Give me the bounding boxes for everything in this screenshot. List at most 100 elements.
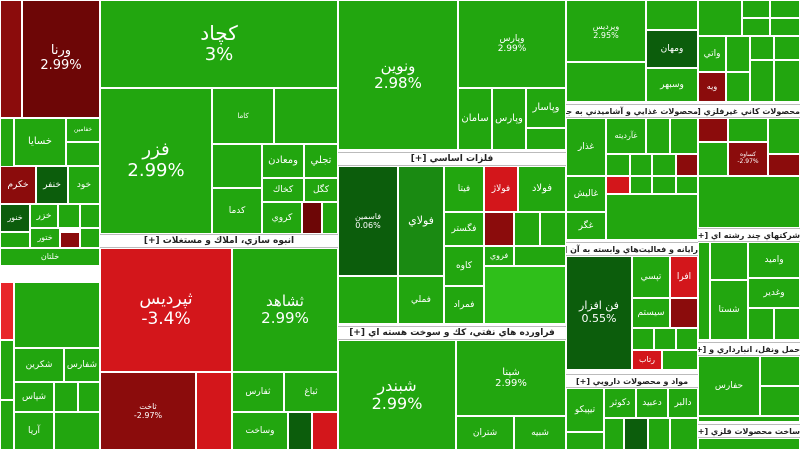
stock-tile-ghalish[interactable]: غاليش bbox=[566, 176, 606, 212]
stock-tile-vapares[interactable]: وپارس bbox=[492, 88, 526, 150]
stock-tile[interactable] bbox=[312, 412, 338, 450]
stock-tile-khaltan[interactable]: خلتان bbox=[0, 248, 100, 266]
stock-tile[interactable] bbox=[484, 212, 514, 246]
stock-tile-tapsi[interactable]: تپسي bbox=[632, 256, 670, 298]
stock-tile[interactable] bbox=[770, 18, 800, 36]
stock-tile-fanafzar[interactable]: فن افزار 0.55% bbox=[566, 256, 632, 370]
stock-tile[interactable] bbox=[670, 418, 698, 450]
stock-tile[interactable] bbox=[54, 412, 100, 450]
stock-tile-vanovin[interactable]: ونوين 2.98% bbox=[338, 0, 458, 150]
stock-tile[interactable] bbox=[606, 194, 698, 240]
stock-tile-vbpasar[interactable]: وپاسار bbox=[526, 88, 566, 128]
stock-tile[interactable] bbox=[514, 246, 566, 266]
stock-tile[interactable] bbox=[646, 0, 698, 30]
stock-tile[interactable] bbox=[670, 298, 698, 328]
stock-tile-afra[interactable]: افرا bbox=[670, 256, 698, 298]
stock-tile[interactable] bbox=[768, 118, 800, 154]
stock-tile[interactable] bbox=[0, 400, 14, 450]
stock-tile[interactable] bbox=[604, 418, 624, 450]
stock-tile[interactable] bbox=[698, 176, 800, 228]
stock-tile[interactable] bbox=[60, 232, 80, 248]
stock-tile-fvolaz[interactable]: فولاژ bbox=[484, 166, 518, 212]
stock-tile[interactable] bbox=[630, 176, 652, 194]
stock-tile[interactable] bbox=[698, 0, 742, 36]
stock-tile[interactable] bbox=[646, 118, 670, 154]
stock-tile[interactable] bbox=[322, 202, 338, 234]
stock-tile-fasamin[interactable]: فاسمين 0.06% bbox=[338, 166, 398, 276]
stock-tile-khod[interactable]: خود bbox=[68, 166, 100, 204]
stock-tile[interactable] bbox=[652, 176, 676, 194]
stock-tile-vamid[interactable]: واميد bbox=[748, 242, 800, 278]
stock-tile-kama[interactable]: كاما bbox=[212, 88, 274, 144]
stock-tile[interactable] bbox=[58, 204, 80, 228]
stock-tile[interactable] bbox=[774, 36, 800, 60]
stock-tile-ghagar[interactable]: غگر bbox=[566, 212, 606, 240]
stock-tile-saman[interactable]: سامان bbox=[458, 88, 492, 150]
stock-tile[interactable] bbox=[768, 154, 800, 176]
sector-header-rayaneh[interactable]: رايانه و فعاليت‌هاي وابسته به آن [+] bbox=[566, 242, 698, 256]
stock-tile-kkhaq[interactable]: كخاك bbox=[262, 178, 304, 202]
stock-tile-shabib[interactable]: شبيه bbox=[514, 416, 566, 450]
stock-tile-vati[interactable]: واتي bbox=[698, 36, 726, 72]
stock-tile[interactable] bbox=[0, 282, 14, 340]
stock-tile[interactable] bbox=[698, 118, 728, 142]
stock-tile[interactable] bbox=[288, 412, 312, 450]
stock-tile-fouli[interactable]: فولاي bbox=[398, 166, 444, 276]
stock-tile[interactable] bbox=[14, 282, 100, 348]
stock-tile-vghadir[interactable]: وغدير bbox=[748, 278, 800, 308]
stock-tile[interactable] bbox=[774, 60, 800, 102]
stock-tile-dabid[interactable]: دعبيد bbox=[636, 388, 668, 418]
stock-tile-thfars[interactable]: ثفارس bbox=[232, 372, 284, 412]
stock-tile-tipiko[interactable]: تيپيكو bbox=[566, 388, 604, 432]
stock-tile[interactable] bbox=[742, 18, 770, 36]
stock-tile[interactable] bbox=[710, 242, 748, 280]
stock-tile[interactable] bbox=[606, 176, 630, 194]
stock-tile[interactable] bbox=[80, 204, 100, 228]
stock-tile[interactable] bbox=[78, 382, 100, 412]
stock-tile[interactable] bbox=[770, 0, 800, 18]
stock-tile[interactable] bbox=[742, 0, 770, 18]
stock-tile[interactable] bbox=[662, 350, 698, 370]
stock-tile-khfamin[interactable]: خفامين bbox=[66, 118, 100, 142]
stock-tile-thpardis[interactable]: ثپرديس -3.4% bbox=[100, 248, 232, 372]
stock-tile[interactable] bbox=[698, 438, 800, 450]
stock-tile-dakur[interactable]: دكوثر bbox=[604, 388, 636, 418]
stock-tile[interactable] bbox=[624, 418, 648, 450]
stock-tile[interactable] bbox=[728, 118, 768, 142]
stock-tile[interactable] bbox=[774, 308, 800, 340]
stock-tile-ghazar[interactable]: غذار bbox=[566, 118, 606, 176]
stock-tile-sistam[interactable]: سيستم bbox=[632, 298, 670, 328]
stock-tile[interactable] bbox=[606, 154, 630, 176]
sector-header-kani[interactable]: محصولات كاني غيرفلزي [+] bbox=[698, 104, 800, 118]
stock-tile[interactable] bbox=[54, 382, 78, 412]
stock-tile[interactable] bbox=[750, 36, 774, 60]
stock-tile[interactable] bbox=[66, 142, 100, 166]
stock-tile[interactable] bbox=[676, 176, 698, 194]
stock-tile-fmali[interactable]: فملي bbox=[398, 276, 444, 324]
stock-tile-faravi[interactable]: فروي bbox=[484, 246, 514, 266]
stock-tile[interactable] bbox=[698, 416, 800, 422]
stock-tile[interactable] bbox=[760, 356, 800, 386]
stock-tile-thshahed[interactable]: ثشاهد 2.99% bbox=[232, 248, 338, 372]
stock-tile[interactable] bbox=[0, 340, 14, 400]
sector-header-haml[interactable]: حمل ونقل، انبارداري و [+] bbox=[698, 342, 800, 356]
stock-tile-kave[interactable]: كاوه bbox=[444, 246, 484, 286]
stock-tile[interactable] bbox=[632, 328, 654, 350]
stock-tile-kgol[interactable]: كگل bbox=[304, 178, 338, 202]
stock-tile-shkarin[interactable]: شكرين bbox=[14, 348, 64, 382]
stock-tile[interactable] bbox=[760, 386, 800, 416]
stock-tile-vaparis-top[interactable]: وپارس 2.99% bbox=[458, 0, 566, 88]
stock-tile[interactable] bbox=[726, 36, 750, 72]
stock-tile-thakht[interactable]: ثاخت -2.97% bbox=[100, 372, 196, 450]
stock-tile-tejli[interactable]: تجلي bbox=[304, 144, 338, 178]
stock-tile[interactable] bbox=[698, 242, 710, 340]
sector-header-faravardeh[interactable]: فراورده هاي نفتي، كك و سوخت هسته اي [+] bbox=[338, 326, 566, 340]
stock-tile-tbaa[interactable]: ثباغ bbox=[284, 372, 338, 412]
stock-tile-fmorad[interactable]: فمراد bbox=[444, 286, 484, 324]
stock-tile-kamaadan[interactable]: ومعادن bbox=[262, 144, 304, 178]
stock-tile-vsabhar[interactable]: وسبهر bbox=[646, 68, 698, 102]
stock-tile[interactable] bbox=[648, 418, 670, 450]
stock-tile-kerovi[interactable]: كروي bbox=[262, 202, 302, 234]
stock-tile-vsakht[interactable]: وساخت bbox=[232, 412, 288, 450]
stock-tile-varna[interactable]: ورنا 2.99% bbox=[22, 0, 100, 118]
